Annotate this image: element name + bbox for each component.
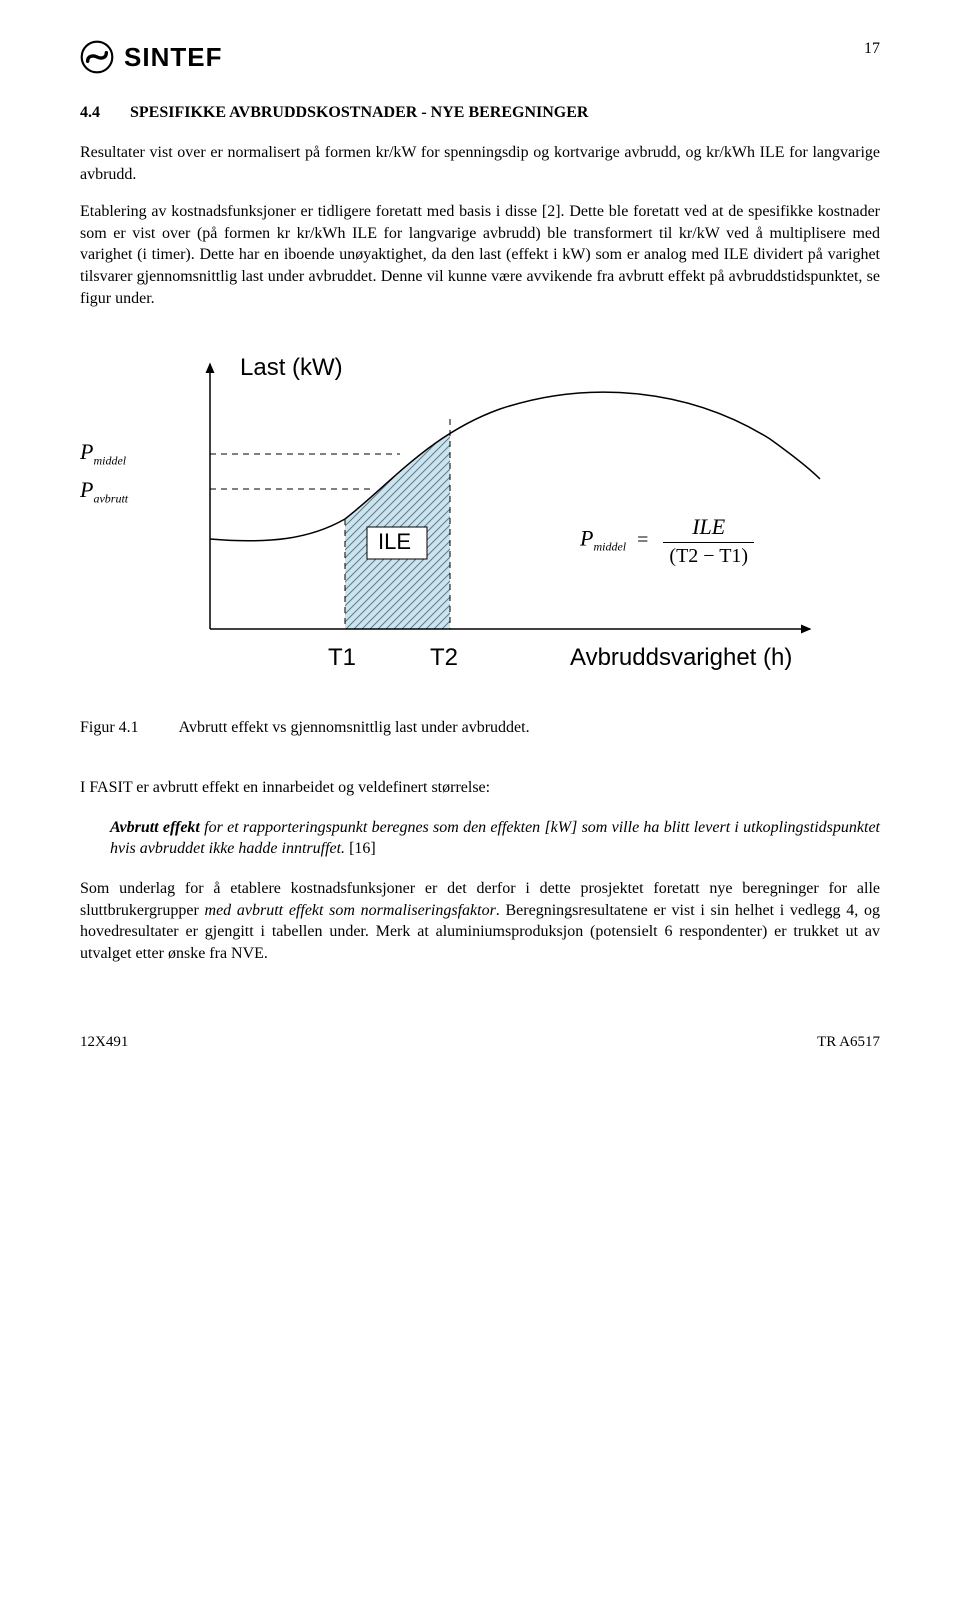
page-number: 17 — [864, 40, 880, 58]
figure-caption-text: Avbrutt effekt vs gjennomsnittlig last u… — [179, 719, 530, 737]
logo-text: SINTEF — [124, 42, 222, 73]
paragraph-3: I FASIT er avbrutt effekt en innarbeidet… — [80, 777, 880, 799]
section-title: SPESIFIKKE AVBRUDDSKOSTNADER - NYE BEREG… — [130, 104, 588, 122]
quote-lead: Avbrutt effekt — [110, 819, 200, 836]
figure-caption-label: Figur 4.1 — [80, 719, 139, 737]
x-axis-title: Avbruddsvarighet (h) — [570, 644, 792, 672]
t1-label: T1 — [328, 644, 356, 672]
figure-4-1: Pmiddel Pavbrutt — [80, 349, 880, 709]
footer-right: TR A6517 — [817, 1034, 880, 1051]
y-axis-title: Last (kW) — [240, 354, 343, 382]
t2-label: T2 — [430, 644, 458, 672]
section-number: 4.4 — [80, 104, 100, 122]
footer: 12X491 TR A6517 — [80, 1034, 880, 1051]
page: 17 SINTEF 4.4 SPESIFIKKE AVBRUDDSKOSTNAD… — [0, 0, 960, 1111]
logo-row: SINTEF — [80, 40, 880, 74]
paragraph-4: Som underlag for å etablere kostnadsfunk… — [80, 878, 880, 964]
sintef-logo-icon — [80, 40, 114, 74]
quote-cite: [16] — [345, 840, 376, 857]
p-avbrutt-label: Pavbrutt — [80, 477, 128, 506]
quote-rest: for et rapporteringspunkt beregnes som d… — [110, 819, 880, 858]
quote-block: Avbrutt effekt for et rapporteringspunkt… — [110, 817, 880, 860]
figure-caption: Figur 4.1 Avbrutt effekt vs gjennomsnitt… — [80, 719, 880, 737]
p-middel-label: Pmiddel — [80, 439, 126, 468]
formula: Pmiddel = ILE (T2 − T1) — [580, 514, 754, 568]
ile-box-label: ILE — [378, 529, 411, 555]
paragraph-1: Resultater vist over er normalisert på f… — [80, 142, 880, 185]
footer-left: 12X491 — [80, 1034, 128, 1051]
paragraph-2: Etablering av kostnadsfunksjoner er tidl… — [80, 201, 880, 309]
section-heading: 4.4 SPESIFIKKE AVBRUDDSKOSTNADER - NYE B… — [80, 104, 880, 122]
